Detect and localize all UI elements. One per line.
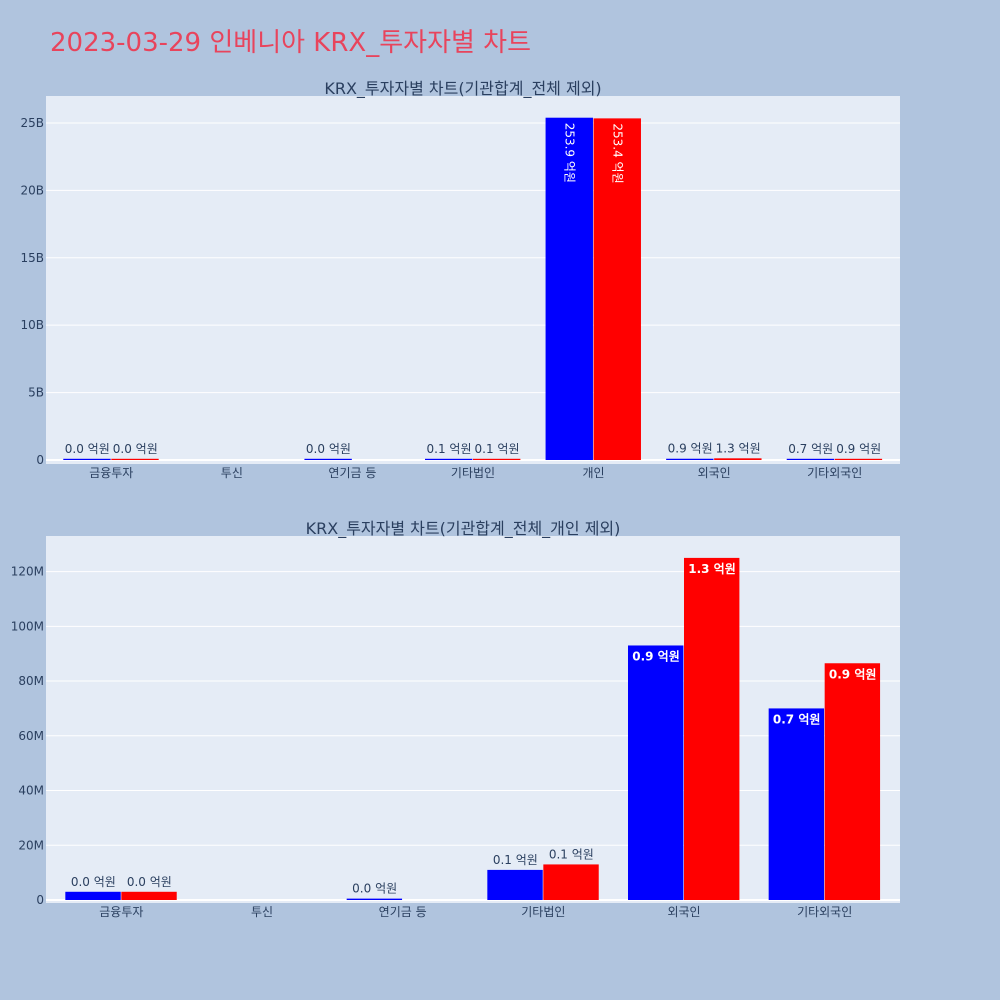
- data-label: 253.4 억원: [611, 123, 625, 183]
- x-tick-label: 연기금 등: [328, 466, 376, 480]
- y-tick-label: 120M: [11, 565, 44, 579]
- y-tick-label: 100M: [11, 619, 44, 633]
- y-tick-label: 60M: [18, 729, 44, 743]
- bar: [304, 458, 352, 460]
- y-tick-label: 10B: [20, 318, 44, 332]
- bar: [545, 117, 593, 460]
- x-tick-label: 외국인: [667, 905, 700, 919]
- data-label: 0.0 억원: [352, 882, 397, 896]
- data-label: 0.7 억원: [773, 712, 821, 726]
- x-tick-label: 기타법인: [521, 905, 565, 919]
- page-title: 2023-03-29 인베니아 KRX_투자자별 차트: [50, 28, 532, 58]
- data-label: 0.9 억원: [668, 442, 713, 456]
- x-tick-label: 기타외국인: [797, 905, 852, 919]
- data-label: 0.0 억원: [71, 875, 116, 889]
- x-tick-label: 외국인: [698, 466, 731, 480]
- data-label: 1.3 억원: [716, 441, 761, 455]
- x-tick-label: 연기금 등: [379, 905, 427, 919]
- data-label: 0.0 억원: [306, 442, 351, 456]
- chart-2: KRX_투자자별 차트(기관합계_전체_개인 제외) 0 20M 40M 60M 80M 1…: [11, 519, 900, 919]
- data-label: 253.9 억원: [563, 123, 577, 183]
- data-label: 0.9 억원: [829, 667, 877, 681]
- bar: [425, 458, 473, 460]
- x-tick-label: 개인: [583, 466, 605, 480]
- bar: [768, 708, 825, 900]
- x-tick-label: 투신: [251, 905, 273, 919]
- chart-1: KRX_투자자별 차트(기관합계_전체 제외) 0 5B 10B 15B 20B 25B 금융…: [20, 79, 900, 480]
- y-tick-label: 5B: [28, 386, 44, 400]
- data-label: 0.1 억원: [427, 442, 472, 456]
- bar: [487, 869, 543, 900]
- bar: [121, 891, 177, 900]
- data-label: 0.1 억원: [475, 442, 520, 456]
- data-label: 0.0 억원: [127, 875, 172, 889]
- x-tick-label: 기타법인: [451, 466, 495, 480]
- bar: [593, 118, 641, 460]
- bar: [543, 864, 599, 900]
- data-label: 0.1 억원: [493, 853, 538, 867]
- bar: [63, 458, 111, 460]
- y-tick-label: 0: [36, 453, 44, 467]
- x-tick-label: 금융투자: [99, 905, 143, 919]
- y-tick-label: 0: [36, 893, 44, 907]
- x-tick-label: 금융투자: [89, 466, 133, 480]
- y-tick-label: 15B: [20, 251, 44, 265]
- data-label: 0.1 억원: [549, 847, 594, 861]
- bar: [111, 458, 159, 460]
- bar: [824, 663, 881, 900]
- data-label: 0.9 억원: [632, 649, 680, 663]
- data-label: 1.3 억원: [688, 562, 736, 576]
- data-label: 0.0 억원: [65, 442, 110, 456]
- y-tick-label: 20B: [20, 183, 44, 197]
- bar: [65, 891, 121, 900]
- y-tick-label: 25B: [20, 116, 44, 130]
- bar: [473, 458, 521, 460]
- y-tick-label: 20M: [18, 838, 44, 852]
- bar: [714, 458, 762, 460]
- bar: [666, 458, 714, 460]
- data-label: 0.7 억원: [788, 442, 833, 456]
- plot-area: [46, 536, 900, 903]
- chart-title: KRX_투자자별 차트(기관합계_전체_개인 제외): [306, 519, 621, 539]
- chart-title: KRX_투자자별 차트(기관합계_전체 제외): [324, 79, 601, 99]
- bar: [346, 898, 403, 900]
- bar: [684, 557, 740, 900]
- data-label: 0.9 억원: [836, 442, 881, 456]
- y-tick-label: 40M: [18, 784, 44, 798]
- plot-area: [46, 96, 900, 464]
- data-label: 0.0 억원: [113, 442, 158, 456]
- bar: [786, 458, 835, 460]
- x-tick-label: 기타외국인: [807, 466, 862, 480]
- bar: [628, 645, 684, 900]
- x-tick-label: 투신: [221, 466, 243, 480]
- bar: [834, 458, 883, 460]
- y-tick-label: 80M: [18, 674, 44, 688]
